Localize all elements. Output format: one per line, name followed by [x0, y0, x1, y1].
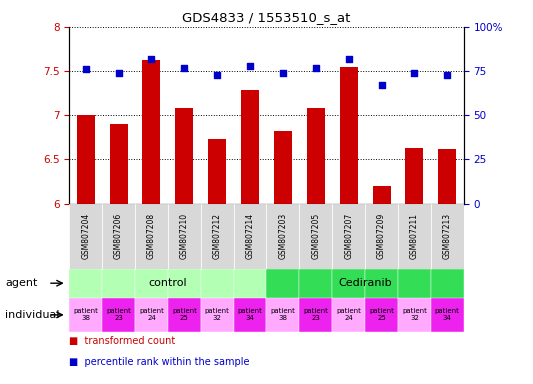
Bar	[307, 108, 325, 204]
Text: patient
24: patient 24	[139, 308, 164, 321]
Point	[82, 66, 90, 72]
Bar	[77, 115, 95, 204]
Bar	[398, 204, 431, 269]
Text: GSM807208: GSM807208	[147, 213, 156, 259]
Point	[279, 70, 287, 76]
Text: GSM807204: GSM807204	[81, 213, 90, 259]
Bar	[102, 269, 135, 298]
Text: Cediranib: Cediranib	[338, 278, 392, 288]
Text: ■  percentile rank within the sample: ■ percentile rank within the sample	[69, 357, 250, 367]
Text: GSM807206: GSM807206	[114, 213, 123, 259]
Text: GSM807205: GSM807205	[311, 213, 320, 259]
Text: agent: agent	[5, 278, 38, 288]
Bar	[431, 269, 464, 298]
Bar	[438, 149, 456, 204]
Bar	[300, 204, 332, 269]
Bar	[168, 269, 201, 298]
Bar	[135, 204, 168, 269]
Bar	[266, 298, 300, 332]
Bar	[201, 298, 233, 332]
Bar	[274, 131, 292, 204]
Point	[246, 63, 254, 69]
Text: GSM807207: GSM807207	[344, 213, 353, 259]
Text: patient
38: patient 38	[73, 308, 98, 321]
Bar	[431, 204, 464, 269]
Point	[443, 71, 451, 78]
Bar	[110, 124, 127, 204]
Bar	[168, 204, 201, 269]
Text: GSM807213: GSM807213	[443, 213, 452, 259]
Text: patient
34: patient 34	[238, 308, 263, 321]
Point	[114, 70, 123, 76]
Point	[344, 56, 353, 62]
Bar	[266, 204, 300, 269]
Bar	[168, 298, 201, 332]
Text: GSM807210: GSM807210	[180, 213, 189, 259]
Text: patient
25: patient 25	[369, 308, 394, 321]
Text: GSM807209: GSM807209	[377, 213, 386, 259]
Bar	[406, 148, 423, 204]
Point	[180, 65, 189, 71]
Bar	[398, 298, 431, 332]
Text: patient
32: patient 32	[205, 308, 230, 321]
Text: patient
32: patient 32	[402, 308, 427, 321]
Bar	[332, 204, 365, 269]
Bar	[300, 269, 332, 298]
Point	[213, 71, 221, 78]
Bar	[431, 298, 464, 332]
Text: patient
23: patient 23	[303, 308, 328, 321]
Bar	[142, 60, 160, 204]
Point	[147, 56, 156, 62]
Bar	[365, 298, 398, 332]
Bar	[69, 298, 102, 332]
Bar	[69, 204, 102, 269]
Bar	[201, 204, 233, 269]
Bar	[300, 298, 332, 332]
Title: GDS4833 / 1553510_s_at: GDS4833 / 1553510_s_at	[182, 11, 351, 24]
Bar	[365, 204, 398, 269]
Point	[311, 65, 320, 71]
Bar	[398, 269, 431, 298]
Text: patient
34: patient 34	[435, 308, 460, 321]
Text: GSM807203: GSM807203	[278, 213, 287, 259]
Bar	[69, 269, 102, 298]
Bar	[208, 139, 226, 204]
Text: GSM807211: GSM807211	[410, 213, 419, 259]
Bar	[233, 298, 266, 332]
Bar	[266, 269, 300, 298]
Bar	[365, 269, 398, 298]
Bar	[332, 269, 365, 298]
Text: GSM807214: GSM807214	[246, 213, 255, 259]
Text: GSM807212: GSM807212	[213, 213, 222, 259]
Bar	[340, 67, 358, 204]
Bar	[201, 269, 233, 298]
Bar	[135, 269, 168, 298]
Bar	[102, 204, 135, 269]
Text: ■  transformed count: ■ transformed count	[69, 336, 175, 346]
Bar	[233, 269, 266, 298]
Bar	[233, 204, 266, 269]
Point	[410, 70, 418, 76]
Point	[377, 82, 386, 88]
Text: patient
25: patient 25	[172, 308, 197, 321]
Bar	[102, 298, 135, 332]
Text: control: control	[149, 278, 187, 288]
Bar	[241, 91, 259, 204]
Text: patient
23: patient 23	[106, 308, 131, 321]
Text: patient
24: patient 24	[336, 308, 361, 321]
Text: patient
38: patient 38	[270, 308, 295, 321]
Bar	[332, 298, 365, 332]
Text: individual: individual	[5, 310, 60, 320]
Bar	[175, 108, 193, 204]
Bar	[373, 186, 391, 204]
Bar	[135, 298, 168, 332]
